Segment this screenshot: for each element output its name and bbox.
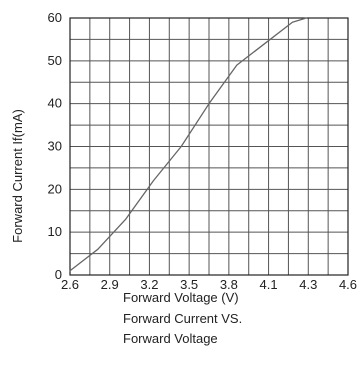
x-tick-label: 3.2: [140, 277, 158, 292]
x-axis-label: Forward Voltage (V): [123, 290, 239, 305]
x-tick-label: 2.9: [101, 277, 119, 292]
y-tick-label: 20: [48, 181, 62, 196]
series-group: [69, 17, 307, 272]
y-tick-label: 30: [48, 139, 62, 154]
y-tick-label: 10: [48, 224, 62, 239]
chart-title-line-1: Forward Current VS.: [123, 311, 242, 326]
plot-frame: [69, 17, 349, 276]
y-tick-label: 50: [48, 53, 62, 68]
x-tick-label: 4.1: [260, 277, 278, 292]
chart-title-line-2: Forward Voltage: [123, 331, 218, 346]
x-tick-label: 2.6: [61, 277, 79, 292]
y-tick-label: 0: [55, 267, 62, 282]
y-tick-labels: 0 10 20 30 40 50 60: [48, 10, 62, 282]
axes: [69, 17, 349, 276]
y-tick-label: 60: [48, 10, 62, 25]
x-tick-label: 3.5: [180, 277, 198, 292]
x-tick-label: 3.8: [220, 277, 238, 292]
x-tick-label: 4.3: [299, 277, 317, 292]
grid: [70, 18, 348, 275]
y-axis-label: Forward Current If(mA): [10, 109, 25, 243]
y-tick-label: 40: [48, 96, 62, 111]
series-line: [69, 17, 307, 272]
x-tick-label: 4.6: [339, 277, 357, 292]
x-tick-labels: 2.6 2.9 3.2 3.5 3.8 4.1 4.3 4.6: [61, 277, 357, 292]
